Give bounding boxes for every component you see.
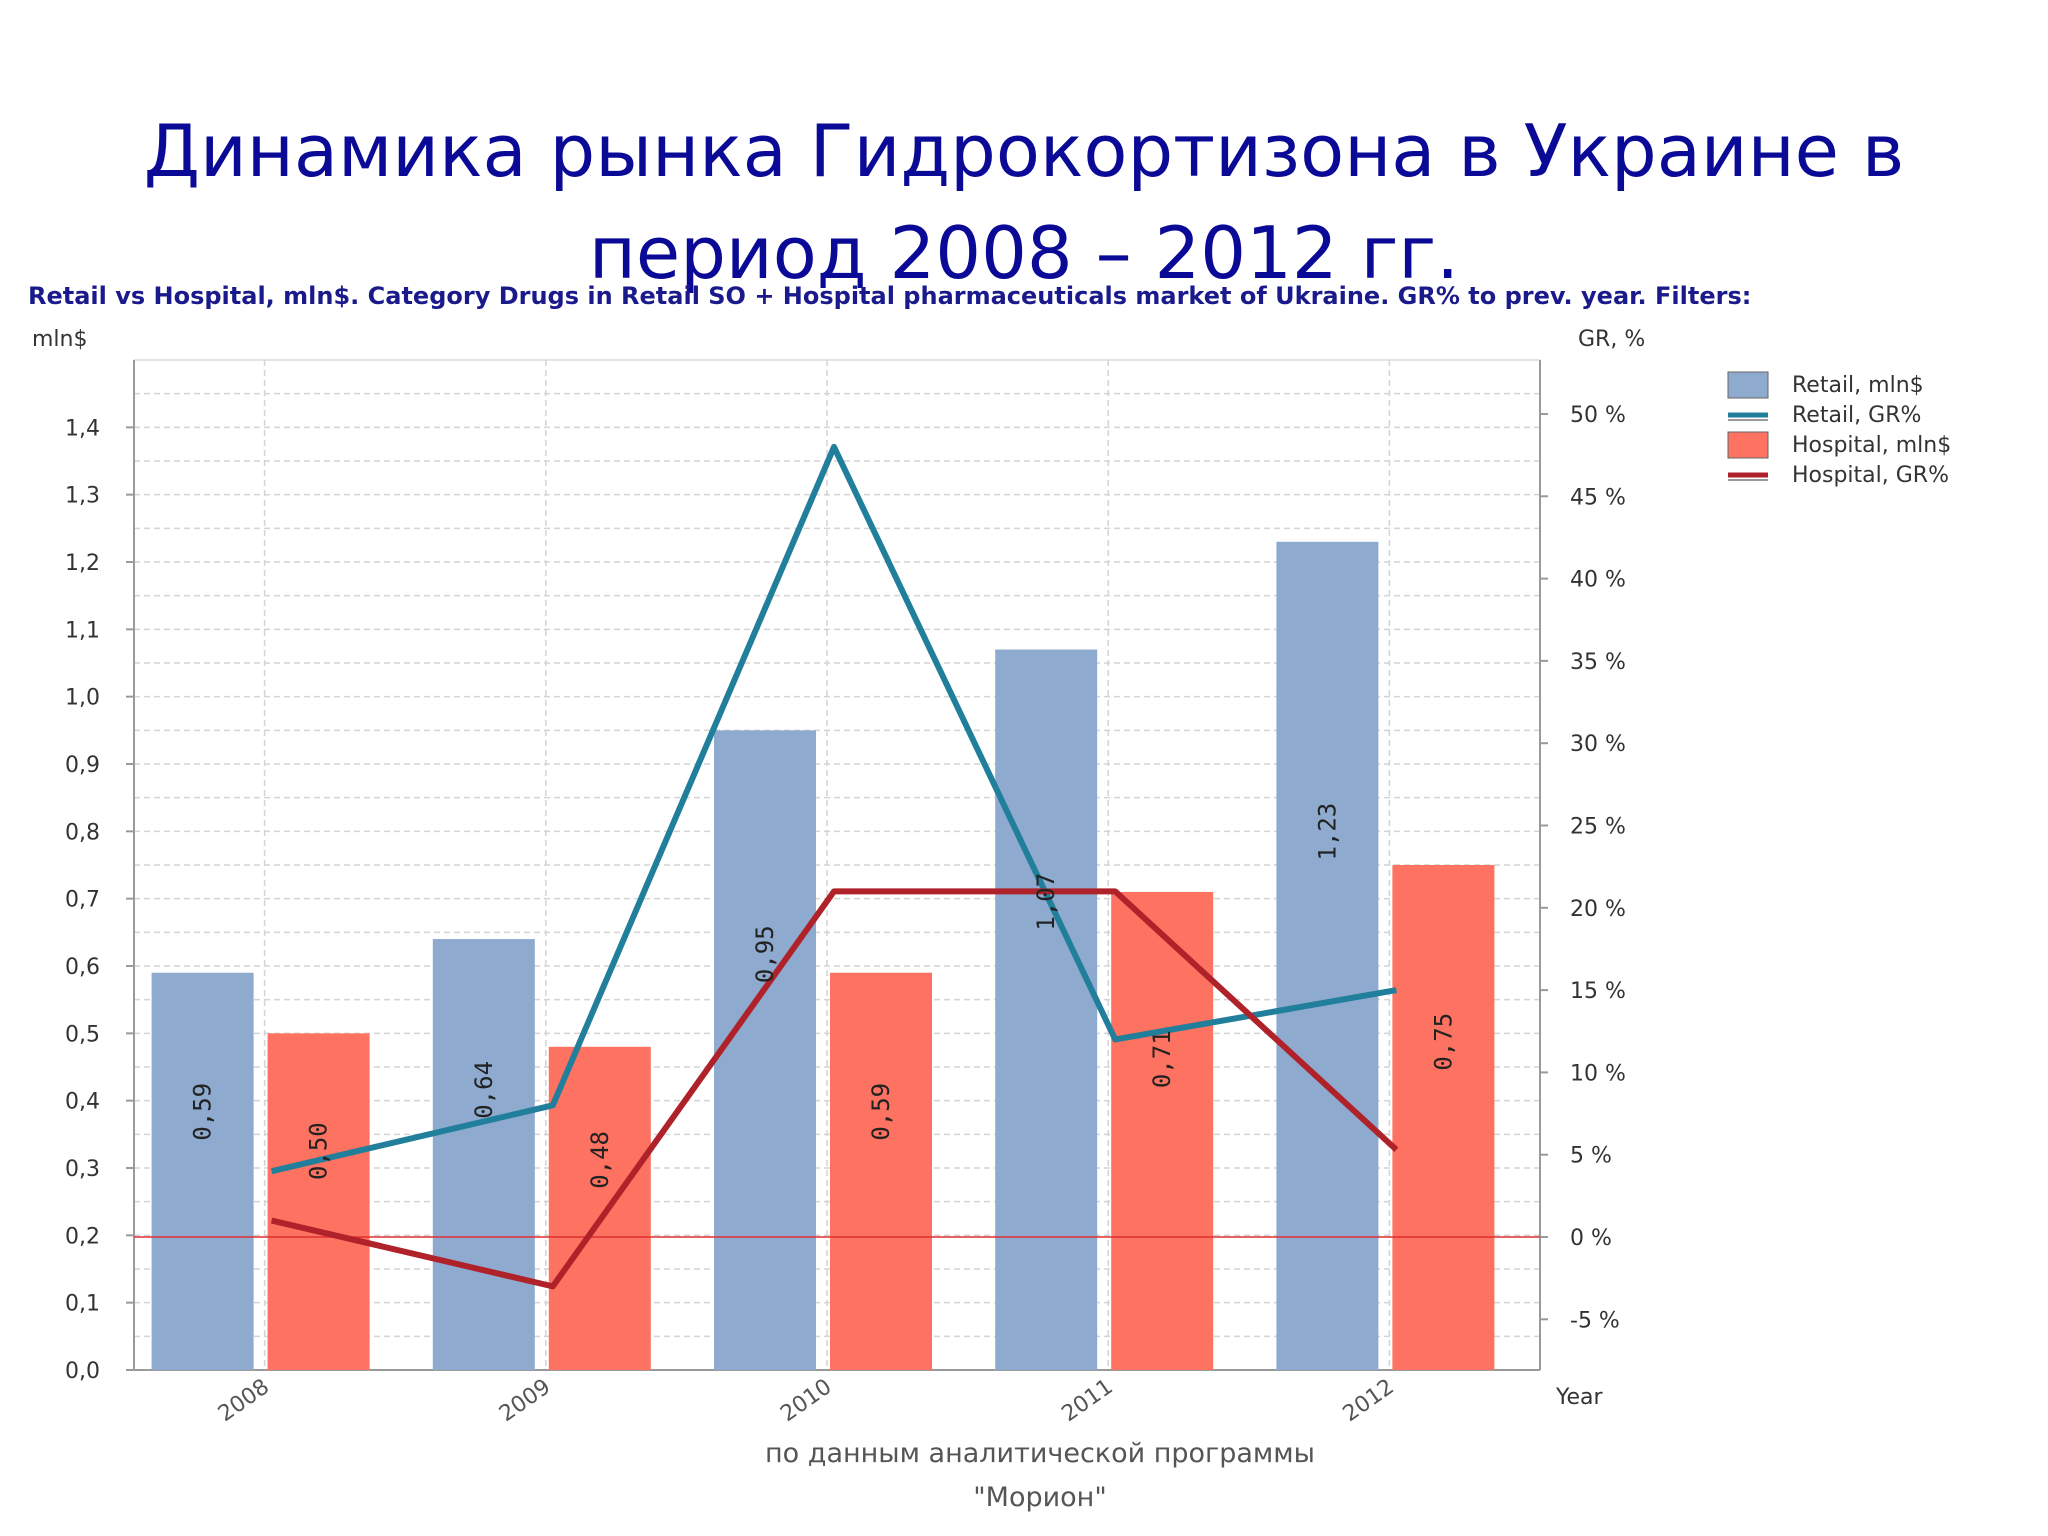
y-tick-label: 0,4 <box>65 1090 100 1115</box>
retail-bar-value-label: 0,59 <box>189 1083 217 1141</box>
retail-bar <box>432 939 535 1370</box>
legend-label: Retail, GR% <box>1792 403 1921 428</box>
x-tick-label: 2010 <box>776 1374 836 1427</box>
y2-tick-label: 45 % <box>1570 485 1626 510</box>
legend-label: Hospital, mln$ <box>1792 433 1951 458</box>
hospital-bar-value-label: 0,50 <box>305 1122 333 1180</box>
x-tick-label: 2011 <box>1057 1374 1117 1427</box>
hospital-bar-value-label: 0,59 <box>867 1083 895 1141</box>
y2-tick-label: -5 % <box>1570 1308 1620 1333</box>
source-line-1: по данным аналитической программы <box>765 1438 1315 1469</box>
y2-tick-label: 35 % <box>1570 650 1626 675</box>
retail-bar <box>995 649 1098 1370</box>
y2-axis-label: GR, % <box>1578 327 1645 352</box>
y2-tick-label: 15 % <box>1570 979 1626 1004</box>
chart-title: Retail vs Hospital, mln$. Category Drugs… <box>28 282 1752 310</box>
y2-tick-label: 20 % <box>1570 897 1626 922</box>
retail-gr-line <box>270 443 1397 1175</box>
x-tick-label: 2012 <box>1339 1374 1399 1427</box>
y2-tick-label: 5 % <box>1570 1144 1612 1169</box>
legend-swatch-bar <box>1727 431 1769 459</box>
y-tick-label: 0,2 <box>65 1224 100 1249</box>
y-tick-label: 0,9 <box>65 753 100 778</box>
y-tick-label: 1,2 <box>65 551 100 576</box>
x-tick-label: 2009 <box>495 1374 555 1427</box>
hospital-bar-value-label: 0,75 <box>1429 1013 1457 1071</box>
y2-tick-label: 40 % <box>1570 568 1626 593</box>
hospital-bar <box>1392 865 1495 1370</box>
y-tick-label: 1,3 <box>65 484 100 509</box>
retail-bar-value-label: 1,23 <box>1313 803 1341 861</box>
slide-title-line-1: Динамика рынка Гидрокортизона в Украине … <box>143 109 1905 193</box>
x-tick-label: 2008 <box>214 1374 274 1427</box>
y-tick-label: 0,1 <box>65 1292 100 1317</box>
hospital-gr-line <box>270 888 1399 1290</box>
y2-tick-label: 25 % <box>1570 815 1626 840</box>
source-line-2: "Морион" <box>973 1482 1107 1513</box>
x-axis-label: Year <box>1555 1385 1604 1410</box>
legend-swatch-bar <box>1727 371 1769 399</box>
y-tick-label: 0,5 <box>65 1022 100 1047</box>
hospital-bar-value-label: 0,71 <box>1148 1030 1176 1088</box>
hospital-bar <box>830 972 932 1370</box>
slide-title-line-2: период 2008 – 2012 гг. <box>588 211 1460 295</box>
legend-label: Hospital, GR% <box>1792 463 1949 488</box>
retail-bar-value-label: 0,64 <box>470 1061 498 1119</box>
hospital-bar <box>267 1033 370 1370</box>
source-note: по данным аналитической программы "Морио… <box>640 1432 1440 1520</box>
y-axis-label: mln$ <box>32 327 87 352</box>
y-tick-label: 0,8 <box>65 820 100 845</box>
retail-bar <box>1276 541 1379 1370</box>
y-tick-label: 0,3 <box>65 1157 100 1182</box>
y-tick-label: 1,4 <box>65 416 100 441</box>
legend-label: Retail, mln$ <box>1792 373 1924 398</box>
y-tick-label: 0,7 <box>65 888 100 913</box>
y-tick-label: 1,0 <box>65 686 100 711</box>
hospital-bar <box>548 1046 651 1370</box>
retail-bar <box>151 972 254 1370</box>
retail-bar-value-label: 0,95 <box>751 925 779 983</box>
y2-tick-label: 10 % <box>1570 1061 1626 1086</box>
slide-title: Динамика рынка Гидрокортизона в Украине … <box>0 100 2048 304</box>
y-tick-label: 1,1 <box>65 618 100 643</box>
retail-bar-value-label: 1,07 <box>1032 873 1060 931</box>
y-tick-label: 0,0 <box>65 1359 100 1384</box>
hospital-bar-value-label: 0,48 <box>586 1131 614 1189</box>
hospital-bar <box>1111 891 1214 1370</box>
retail-bar <box>714 730 816 1370</box>
y2-tick-label: 30 % <box>1570 732 1626 757</box>
y2-tick-label: 50 % <box>1570 403 1626 428</box>
y2-tick-label: 0 % <box>1570 1226 1612 1251</box>
y-tick-label: 0,6 <box>65 955 100 980</box>
